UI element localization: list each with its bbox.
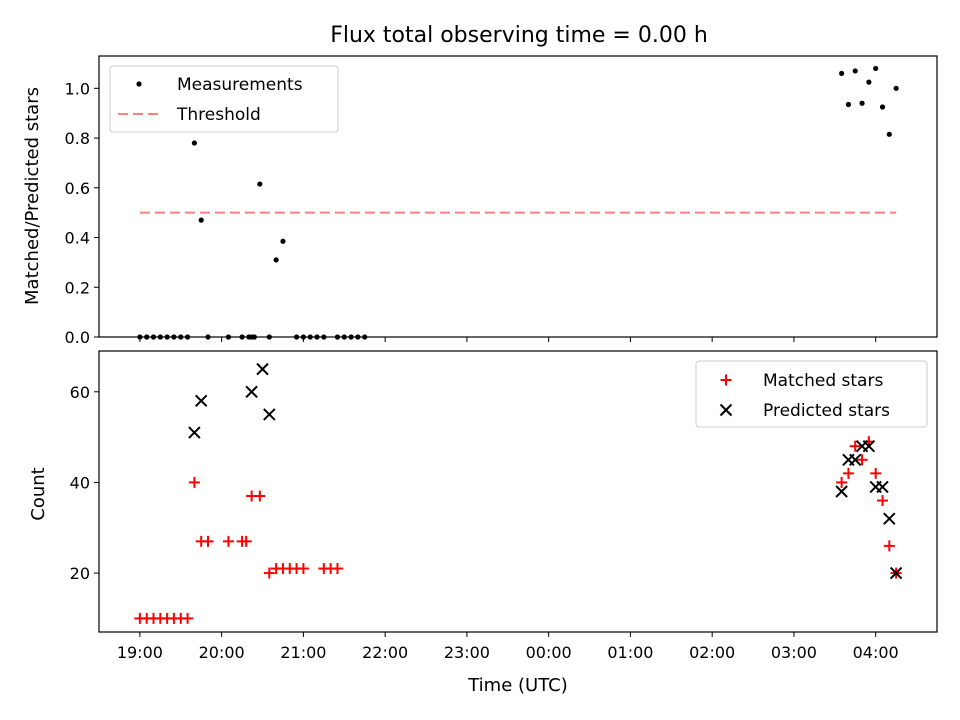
ratio-y-tick-label: 0.2 bbox=[65, 278, 90, 297]
chart-title: Flux total observing time = 0.00 h bbox=[330, 23, 708, 48]
measurement-point bbox=[866, 79, 872, 85]
legend-label-measurements: Measurements bbox=[177, 75, 303, 95]
count-legend: Matched stars Predicted stars bbox=[695, 360, 928, 428]
matched-star-point bbox=[836, 476, 848, 488]
predicted-star-point bbox=[256, 362, 269, 376]
x-tick-label: 20:00 bbox=[199, 643, 245, 662]
measurement-point bbox=[257, 181, 263, 187]
count-plot-frame bbox=[98, 350, 938, 633]
measurement-point bbox=[191, 140, 197, 146]
ratio-y-tick-label: 0.8 bbox=[65, 129, 90, 148]
matched-star-point bbox=[883, 540, 895, 552]
matched-star-point bbox=[842, 467, 854, 479]
measurement-point bbox=[886, 131, 892, 137]
ratio-legend-box bbox=[109, 65, 339, 133]
ratio-y-tick-label: 0.0 bbox=[65, 328, 90, 347]
ratio-y-tick-label: 1.0 bbox=[65, 79, 90, 98]
x-tick-label: 01:00 bbox=[607, 643, 653, 662]
ratio-panel: 0.0 0.2 0.4 0.6 0.8 1.0 Matched/Predicted sta… bbox=[22, 55, 938, 347]
ratio-y-ticks: 0.0 0.2 0.4 0.6 0.8 1.0 bbox=[65, 79, 99, 347]
predicted-star-point bbox=[862, 439, 876, 453]
measurement-point bbox=[859, 100, 865, 106]
matched-star-point bbox=[870, 467, 882, 479]
measurement-point bbox=[893, 85, 899, 91]
x-tick-label: 02:00 bbox=[689, 643, 735, 662]
legend-x-marker bbox=[719, 403, 733, 417]
predicted-star-point bbox=[194, 394, 208, 408]
legend-label-threshold: Threshold bbox=[176, 105, 261, 125]
predicted-star-point bbox=[849, 453, 862, 466]
measurement-point bbox=[873, 65, 879, 72]
ratio-legend: Measurements Threshold bbox=[109, 65, 339, 133]
matched-star-point bbox=[188, 476, 200, 488]
x-tick-label: 21:00 bbox=[280, 643, 326, 662]
ratio-plot-frame bbox=[98, 55, 938, 338]
legend-label-matched: Matched stars bbox=[763, 371, 883, 391]
ratio-y-tick-label: 0.6 bbox=[65, 179, 90, 198]
measurement-point bbox=[852, 68, 858, 74]
count-y-tick-label: 20 bbox=[70, 564, 90, 583]
x-tick-label: 22:00 bbox=[362, 643, 408, 662]
predicted-star-point bbox=[876, 480, 889, 494]
measurement-point bbox=[845, 101, 852, 108]
predicted-star-point bbox=[188, 426, 201, 439]
legend-label-predicted: Predicted stars bbox=[763, 401, 890, 421]
matched-star-point bbox=[240, 535, 252, 547]
legend-plus-marker bbox=[720, 374, 732, 386]
ratio-y-axis-label: Matched/Predicted stars bbox=[22, 87, 43, 305]
matched-star-point bbox=[202, 535, 214, 547]
matched-star-point bbox=[297, 563, 309, 575]
matched-star-point bbox=[331, 563, 343, 575]
measurement-point bbox=[839, 70, 845, 77]
x-tick-label: 19:00 bbox=[117, 643, 163, 662]
x-tick-label: 04:00 bbox=[853, 643, 899, 662]
count-series bbox=[134, 362, 903, 624]
count-y-axis-label: Count bbox=[28, 467, 49, 520]
measurement-point bbox=[280, 238, 286, 244]
count-y-ticks: 20 40 60 bbox=[70, 383, 99, 583]
matched-star-point bbox=[254, 490, 266, 502]
count-legend-box bbox=[695, 360, 928, 428]
matched-star-point bbox=[182, 612, 194, 624]
measurement-point bbox=[198, 217, 204, 223]
x-tick-label: 23:00 bbox=[444, 643, 490, 662]
ratio-y-tick-label: 0.4 bbox=[65, 229, 90, 248]
predicted-star-point bbox=[263, 408, 276, 421]
ratio-series bbox=[137, 65, 899, 340]
legend-dot-marker bbox=[136, 81, 142, 87]
count-panel: 20 40 60 19:00 20:00 21:00 22:00 23:00 00:00 01:… bbox=[28, 350, 938, 696]
matched-star-point bbox=[876, 495, 888, 507]
matched-star-point bbox=[263, 567, 275, 579]
matched-star-point bbox=[849, 440, 861, 452]
matched-star-point bbox=[222, 535, 234, 547]
count-x-ticks: 19:00 20:00 21:00 22:00 23:00 00:00 01:00 02:00… bbox=[117, 632, 899, 662]
x-tick-label: 03:00 bbox=[771, 643, 817, 662]
predicted-star-point bbox=[883, 512, 896, 525]
matched-star-point bbox=[856, 454, 868, 466]
measurement-point bbox=[273, 257, 279, 263]
count-y-tick-label: 40 bbox=[70, 473, 90, 492]
x-axis-label: Time (UTC) bbox=[467, 675, 568, 696]
predicted-star-point bbox=[889, 566, 903, 580]
measurement-point bbox=[879, 104, 886, 110]
x-tick-label: 00:00 bbox=[526, 643, 572, 662]
predicted-star-point bbox=[245, 385, 258, 398]
predicted-star-point bbox=[835, 485, 848, 498]
count-y-tick-label: 60 bbox=[70, 383, 90, 402]
